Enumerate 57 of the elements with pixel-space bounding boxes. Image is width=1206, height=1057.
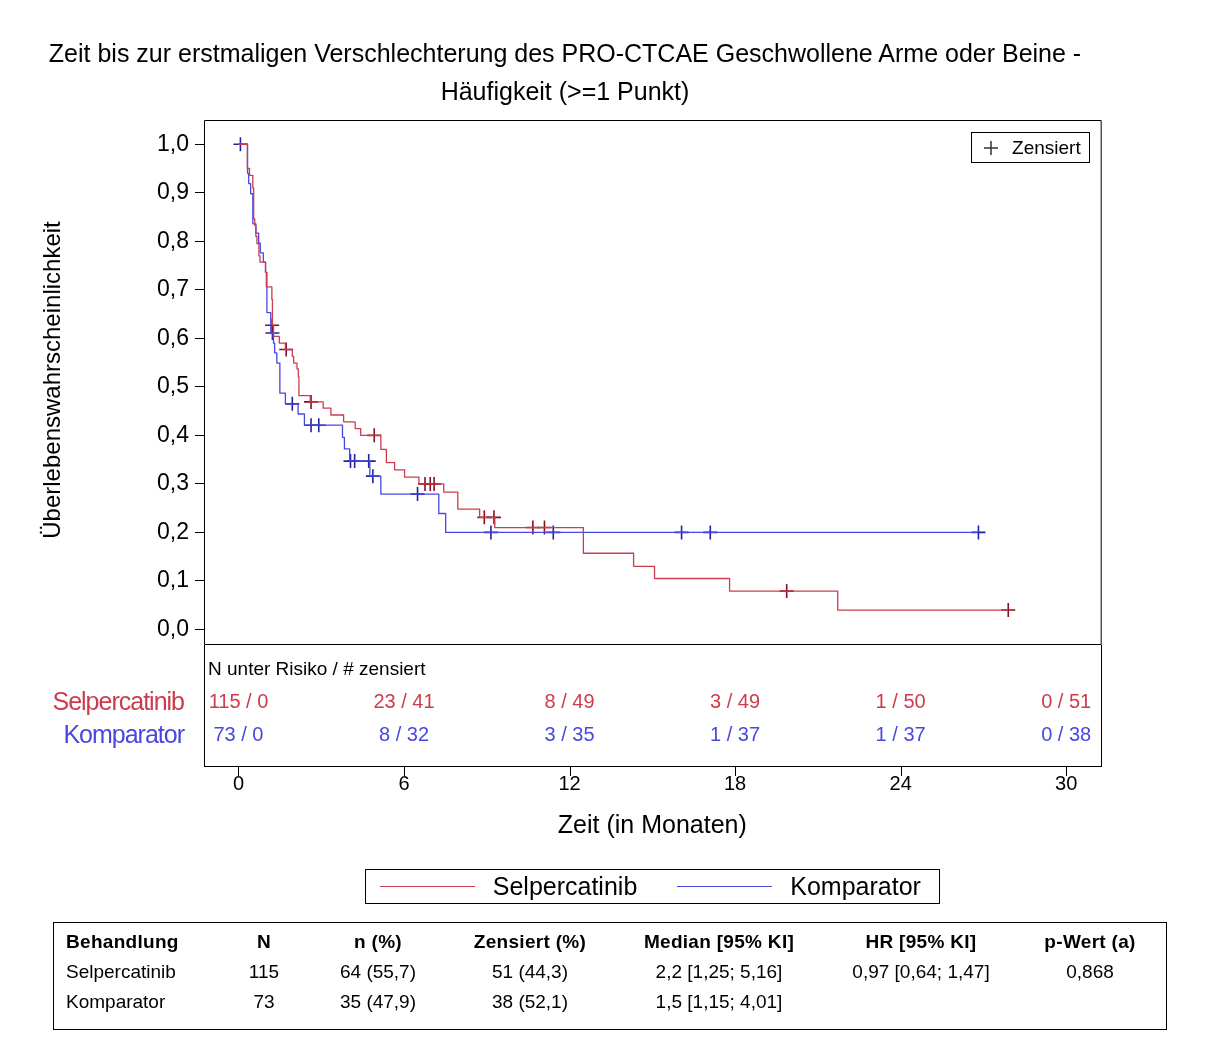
- text: 73 / 0: [213, 723, 264, 746]
- text: N: [256, 931, 272, 953]
- x-tick-label: 24: [889, 771, 912, 794]
- y-tick-label: 0,0: [157, 614, 189, 641]
- y-axis-title: Überlebenswahrscheinlichkeit: [38, 221, 66, 539]
- text: N unter Risiko / # zensiert: [208, 658, 426, 680]
- text: HR [95% KI]: [865, 931, 977, 953]
- text: 73: [253, 991, 275, 1013]
- text: 1 / 50: [875, 690, 926, 713]
- text: 23 / 41: [373, 690, 435, 713]
- text: 0 / 51: [1041, 690, 1092, 713]
- text: 115: [248, 961, 280, 983]
- text: Median [95% KI]: [643, 931, 795, 953]
- text: 1,5 [1,15; 4,01]: [655, 991, 783, 1013]
- legend-label: Selpercatinib: [492, 872, 638, 901]
- text: Zensiert (%): [473, 931, 587, 953]
- text: 2,2 [1,25; 5,16]: [655, 961, 783, 983]
- y-tick-label: 0,4: [157, 420, 190, 447]
- text: Selpercatinib: [52, 687, 184, 715]
- text: 51 (44,3): [491, 961, 569, 983]
- y-tick-label: 0,6: [157, 323, 189, 350]
- x-axis-title: Zeit (in Monaten): [556, 810, 748, 839]
- y-tick-label: 0,9: [157, 178, 189, 205]
- x-tick-label: 30: [1055, 771, 1078, 794]
- text: Komparator: [66, 991, 166, 1013]
- y-tick-label: 0,5: [157, 372, 189, 399]
- chart-title: Zeit bis zur erstmaligen Verschlechterung des PRO-CTCAE Geschwollene Arme oder Beine - Häufigkeit (>=1 Punkt): [47, 38, 1083, 107]
- legend-label: Komparator: [790, 872, 921, 901]
- text: 38 (52,1): [491, 991, 569, 1013]
- x-tick-label: 0: [232, 771, 245, 794]
- text: 0 / 38: [1041, 723, 1092, 746]
- text: 8 / 32: [379, 723, 430, 746]
- text: 35 (47,9): [339, 991, 417, 1013]
- text: 0,97 [0,64; 1,47]: [852, 961, 990, 983]
- text: 3 / 35: [544, 723, 595, 746]
- x-tick-label: 6: [398, 771, 410, 794]
- text: 1 / 37: [875, 723, 926, 746]
- text: 3 / 49: [710, 690, 761, 713]
- text: 64 (55,7): [339, 961, 417, 983]
- y-tick-label: 1,0: [157, 129, 189, 156]
- y-tick-label: 0,7: [157, 275, 189, 302]
- y-tick-label: 0,2: [157, 517, 189, 544]
- text: Selpercatinib: [66, 961, 176, 983]
- y-tick-label: 0,8: [157, 226, 189, 253]
- text: 1 / 37: [710, 723, 761, 746]
- text: n (%): [354, 931, 402, 953]
- x-tick-label: 12: [558, 771, 581, 794]
- y-tick-label: 0,3: [157, 469, 189, 496]
- text: 0,868: [1066, 961, 1114, 983]
- x-tick-label: 18: [723, 771, 747, 794]
- text: 8 / 49: [544, 690, 595, 713]
- y-tick-label: 0,1: [157, 566, 189, 593]
- text: p-Wert (a): [1044, 931, 1136, 953]
- text: Behandlung: [66, 931, 179, 953]
- text: Komparator: [63, 720, 184, 748]
- text: 115 / 0: [208, 690, 269, 713]
- annotation: Zensiert: [1012, 136, 1081, 159]
